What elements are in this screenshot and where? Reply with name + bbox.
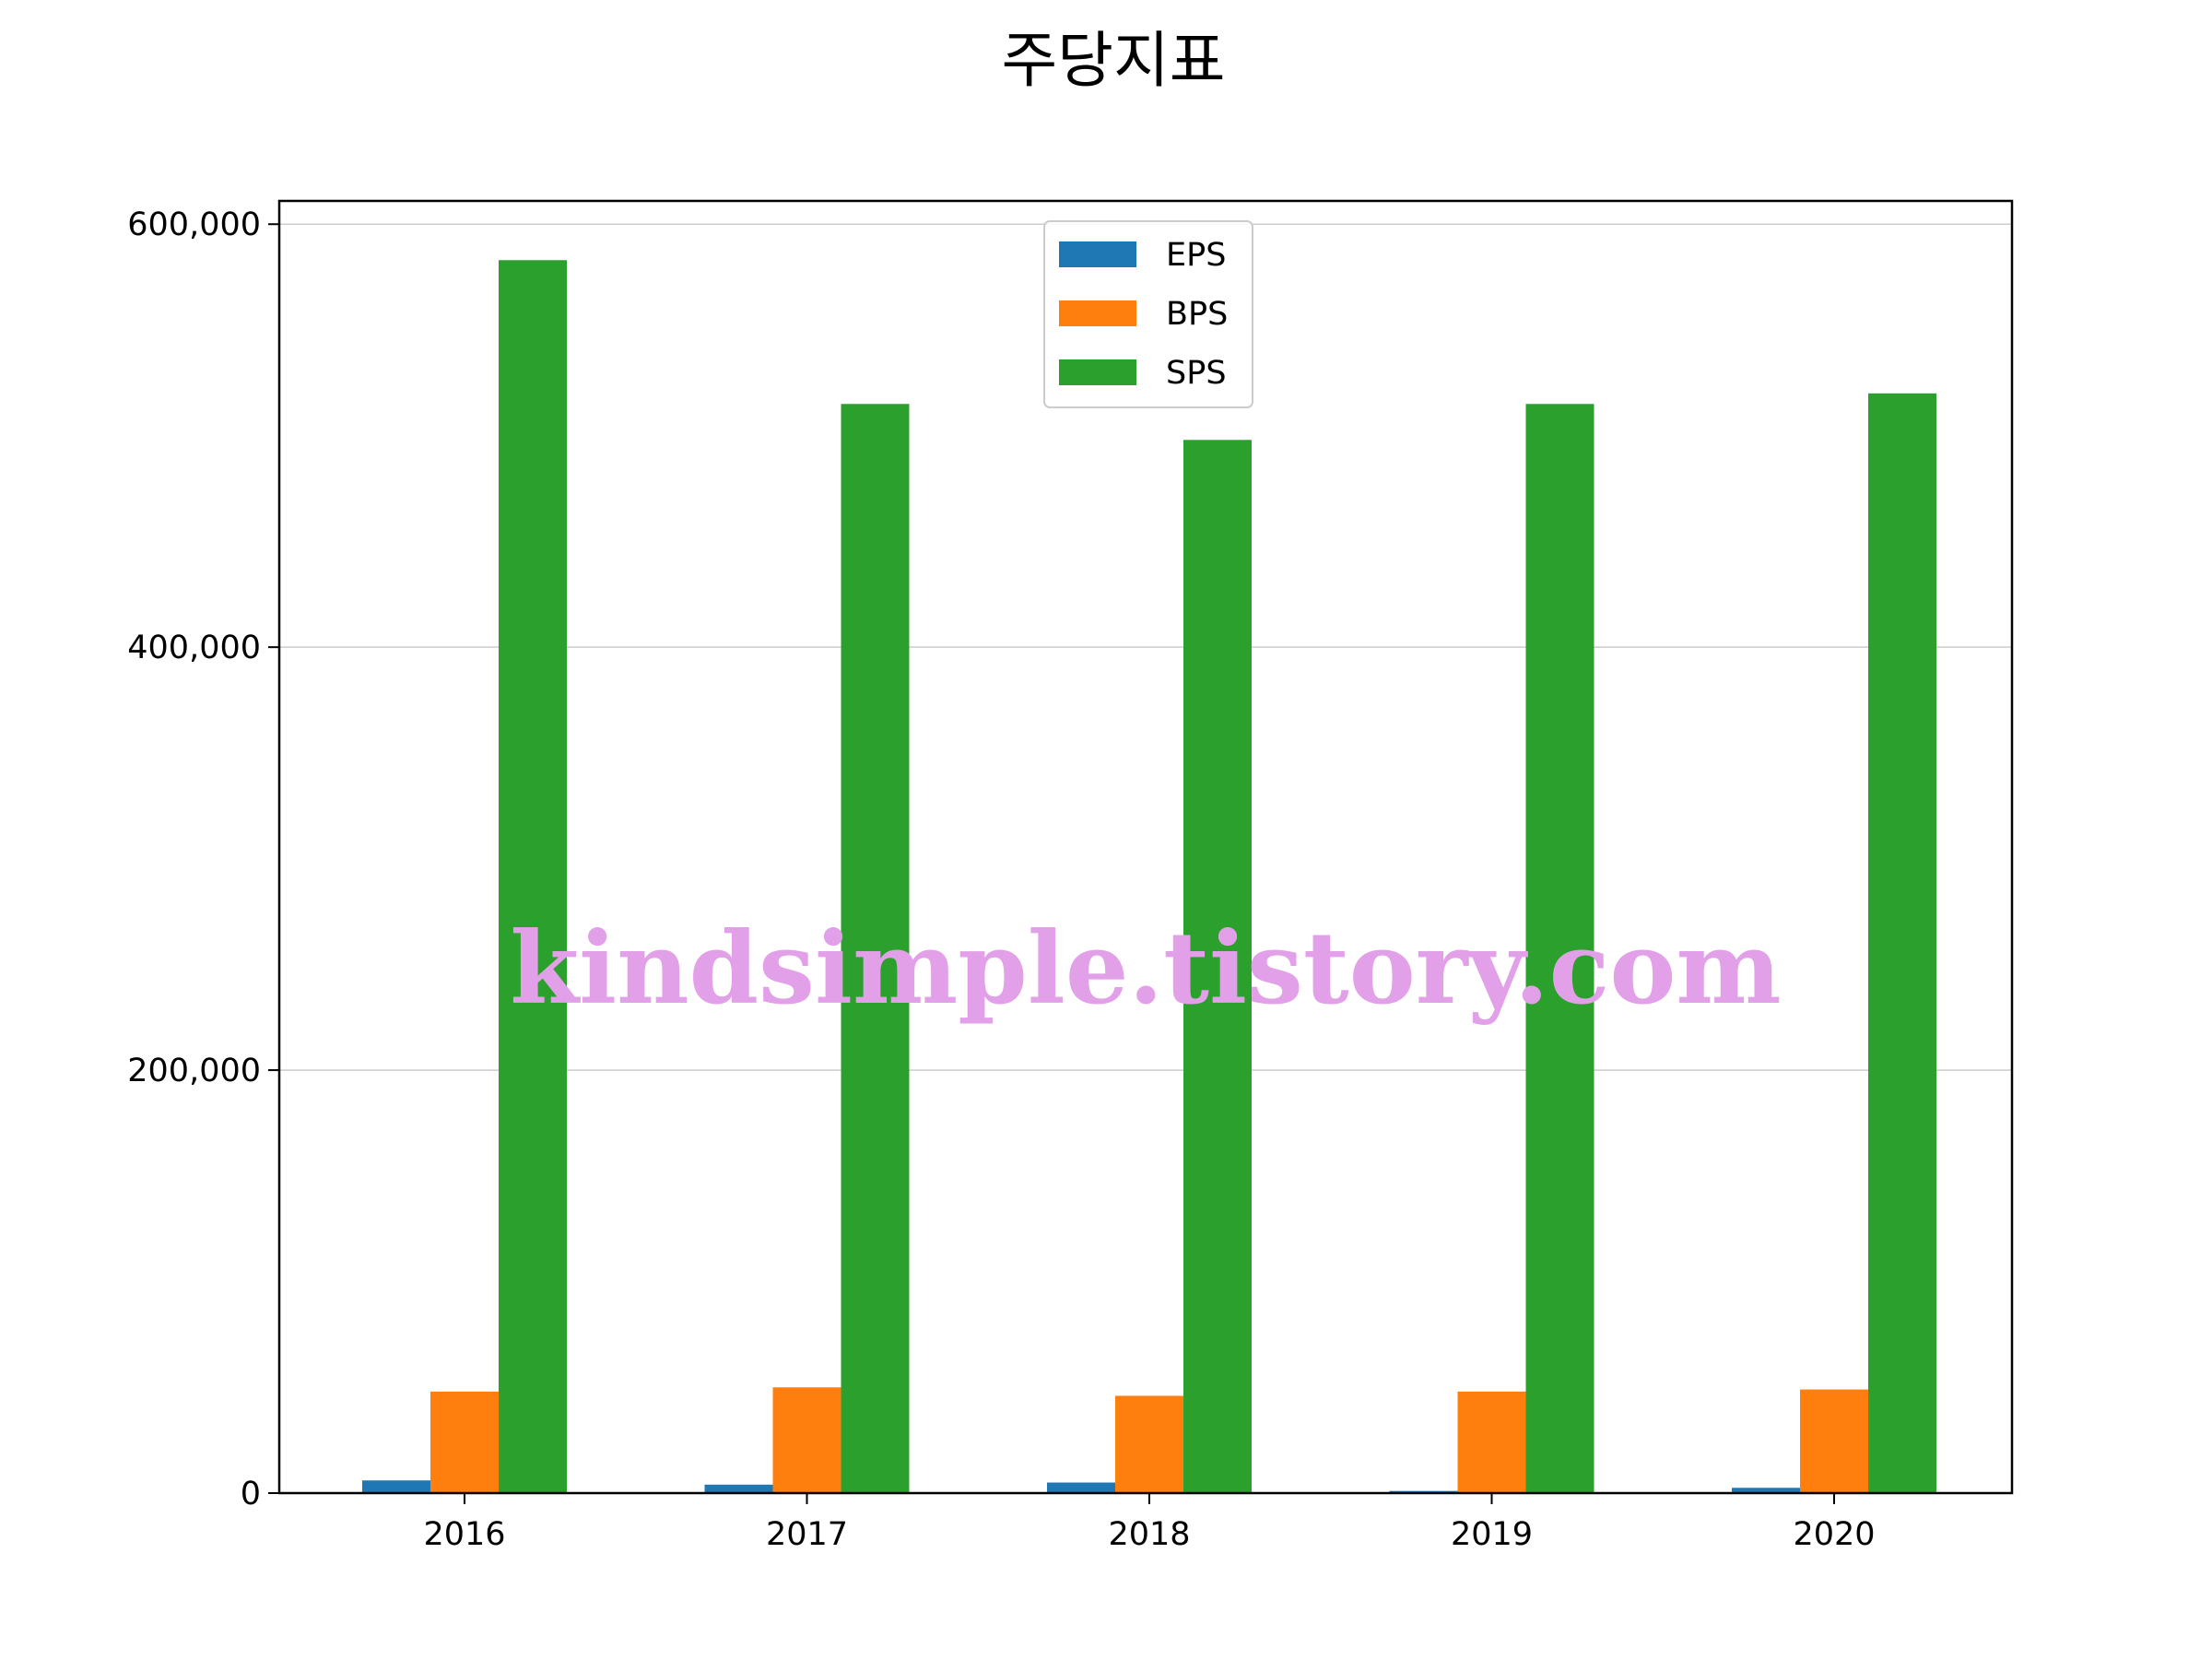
bar-bps-2020 [1800,1389,1868,1493]
bar-eps-2017 [704,1484,773,1493]
bars [362,260,1936,1494]
x-tick-label: 2018 [1108,1516,1190,1553]
watermark-text: kindsimple.tistory.com [510,911,1781,1027]
bar-sps-2020 [1868,393,1936,1494]
legend-swatch-bps [1059,300,1136,326]
legend-label-sps: SPS [1166,355,1227,392]
bar-eps-2020 [1732,1488,1800,1493]
y-axis: 0 200,000 400,000 600,000 [127,206,279,1512]
legend-swatch-sps [1059,359,1136,385]
x-tick-label: 2019 [1451,1516,1533,1553]
bar-bps-2016 [430,1391,499,1493]
x-tick-label: 2020 [1793,1516,1875,1553]
bar-sps-2017 [841,404,910,1493]
bar-sps-2019 [1525,404,1594,1493]
bar-bps-2017 [772,1387,841,1493]
y-tick-label: 400,000 [127,629,261,666]
chart-title: 주당지표 [1002,25,1226,96]
legend: EPS BPS SPS [1043,220,1253,408]
bar-eps-2018 [1047,1482,1115,1493]
plot-frame [277,199,2014,1495]
legend-label-bps: BPS [1166,296,1228,333]
bar-bps-2019 [1457,1391,1526,1493]
x-tick-label: 2017 [766,1516,848,1553]
y-tick-label: 0 [241,1476,261,1512]
bar-sps-2016 [499,260,567,1493]
x-axis: 2016 2017 2018 2019 2020 [423,1493,1876,1553]
y-tick-label: 200,000 [127,1053,261,1089]
x-tick-label: 2016 [423,1516,505,1553]
y-tick-label: 600,000 [127,206,261,243]
bar-sps-2018 [1183,440,1252,1494]
bar-eps-2016 [362,1480,430,1493]
legend-label-eps: EPS [1166,237,1226,274]
legend-swatch-eps [1059,241,1136,267]
bar-bps-2018 [1115,1395,1183,1493]
